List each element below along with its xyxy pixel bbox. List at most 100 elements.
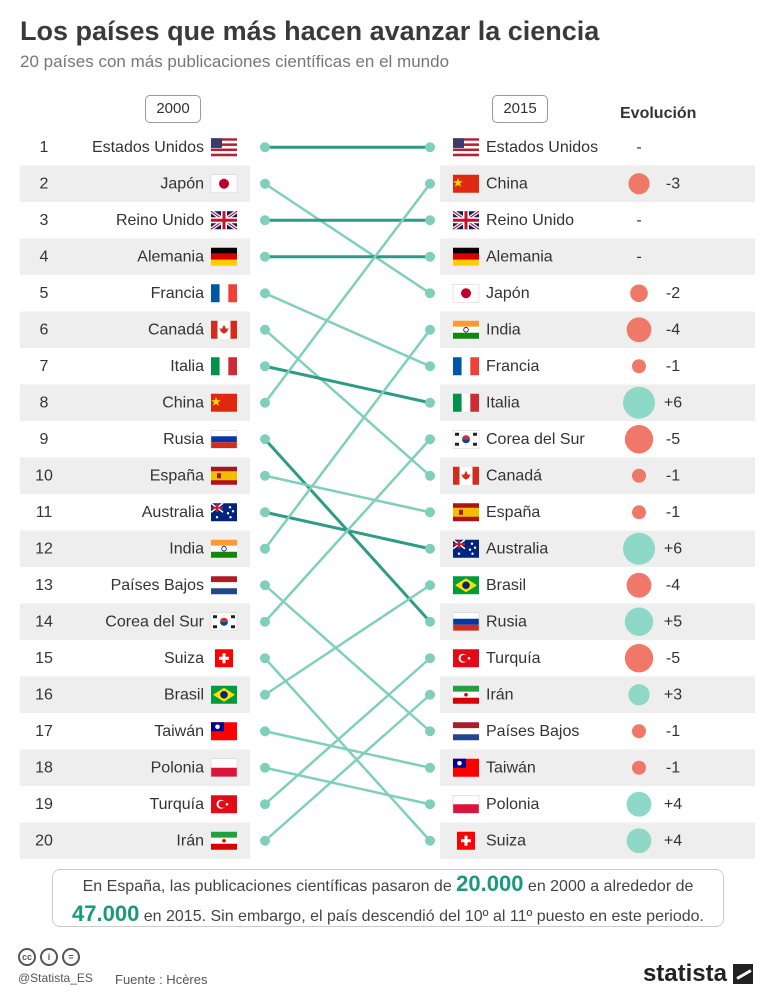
- dot-2000: [260, 178, 270, 189]
- india-flag-icon: [453, 320, 479, 339]
- paises-bajos-flag-icon: [453, 722, 479, 741]
- flag-part: [460, 654, 468, 662]
- rank-label: 7: [40, 358, 49, 375]
- country-2015-label: España: [486, 504, 540, 521]
- dot-2015: [425, 215, 435, 226]
- flag-part: [453, 507, 479, 517]
- page-title: Los países que más hacen avanzar la cien…: [20, 16, 600, 46]
- flag-part: [211, 506, 223, 509]
- country-2000-label: Italia: [170, 358, 204, 375]
- flag-part: [453, 247, 479, 254]
- brasil-flag-icon: [211, 685, 237, 704]
- flag-part: [211, 151, 237, 154]
- flag-part: [453, 357, 462, 376]
- flag-part: [211, 218, 237, 222]
- dot-2015: [425, 361, 435, 372]
- flag-part: [211, 545, 237, 552]
- country-2015-label: Reino Unido: [486, 212, 574, 229]
- rank-label: 4: [40, 248, 49, 265]
- flag-part: [211, 138, 222, 148]
- flag-part: [468, 548, 472, 551]
- iran-flag-icon: [211, 831, 237, 850]
- statista-logo: statista: [643, 960, 753, 988]
- no-derivatives-icon: =: [62, 948, 80, 966]
- dot-2015: [425, 799, 435, 810]
- flag-part: [231, 615, 235, 619]
- stripe-right: [440, 822, 755, 859]
- country-2015-label: Polonia: [486, 796, 539, 813]
- flag-part: [211, 145, 237, 149]
- country-2015-label: Irán: [486, 686, 514, 703]
- australia-flag-icon: [452, 539, 479, 558]
- flag-part: [219, 324, 229, 334]
- stripe-right: [440, 238, 755, 275]
- flag-part: [211, 539, 237, 546]
- country-2015-label: Corea del Sur: [486, 431, 585, 448]
- connector-china: [264, 182, 431, 404]
- flag-part: [231, 625, 235, 629]
- flag-part: [453, 624, 479, 631]
- flag-part: [453, 148, 479, 152]
- country-2000-label: Taiwán: [154, 723, 204, 740]
- flag-part: [453, 612, 479, 619]
- rank-label: 1: [40, 139, 49, 156]
- flag-part: [213, 625, 217, 629]
- flag-part: [470, 393, 479, 412]
- country-2015-label: Turquía: [486, 650, 541, 667]
- evolution-bubble: [628, 173, 650, 195]
- spain-note: En España, las publicaciones científicas…: [52, 869, 724, 927]
- flag-part: [211, 588, 237, 595]
- flag-part: [226, 512, 230, 515]
- flag-part: [220, 617, 228, 622]
- dot-2015: [425, 543, 435, 554]
- country-2015-label: Francia: [486, 358, 539, 375]
- flag-part: [471, 552, 474, 555]
- evolution-bubble: [632, 359, 646, 374]
- country-2000-label: Turquía: [149, 796, 204, 813]
- dot-2015: [425, 835, 435, 846]
- flag-part: [452, 612, 480, 631]
- country-2015-label: Suiza: [486, 832, 526, 849]
- note-text-1: En España, las publicaciones científicas…: [82, 878, 457, 895]
- taiwan-flag-icon: [211, 722, 237, 741]
- flag-part: [221, 546, 227, 552]
- turquia-flag-icon: [211, 795, 237, 814]
- evolution-value: -4: [666, 577, 680, 594]
- stripe-right: [440, 165, 755, 202]
- dot-2000: [260, 726, 270, 737]
- flag-part: [462, 439, 470, 444]
- estados-unidos-flag-icon: [211, 138, 237, 157]
- flag-part: [453, 138, 479, 141]
- flag-part: [463, 327, 469, 333]
- evolution-bubble: [626, 791, 652, 817]
- flag-part: [210, 430, 238, 449]
- dot-2000: [260, 215, 270, 226]
- dot-2000: [260, 762, 270, 773]
- rank-label: 2: [40, 175, 49, 192]
- flag-part: [453, 722, 479, 729]
- flag-part: [453, 466, 460, 485]
- flag-part: [453, 543, 465, 546]
- flag-part: [453, 320, 479, 327]
- flag-part: [211, 831, 237, 838]
- flag-part: [453, 618, 479, 625]
- flag-part: [219, 357, 229, 376]
- dot-2000: [260, 434, 270, 445]
- rank-label: 5: [40, 285, 49, 302]
- alemania-flag-icon: [453, 247, 479, 266]
- rusia-flag-icon: [210, 430, 238, 449]
- flag-part: [211, 143, 237, 146]
- country-2000-label: Suiza: [164, 650, 204, 667]
- connector-turquia: [264, 657, 431, 806]
- flag-part: [455, 442, 459, 446]
- flag-part: [225, 802, 229, 806]
- stripe-right: [440, 530, 755, 567]
- reino-unido-flag-icon: [210, 209, 238, 231]
- flag-part: [453, 393, 462, 412]
- dot-2015: [425, 288, 435, 299]
- flag-part: [211, 138, 237, 141]
- polonia-flag-icon: [452, 795, 480, 814]
- country-2015-label: Estados Unidos: [486, 139, 598, 156]
- flag-part: [473, 546, 477, 549]
- flag-part: [461, 357, 471, 376]
